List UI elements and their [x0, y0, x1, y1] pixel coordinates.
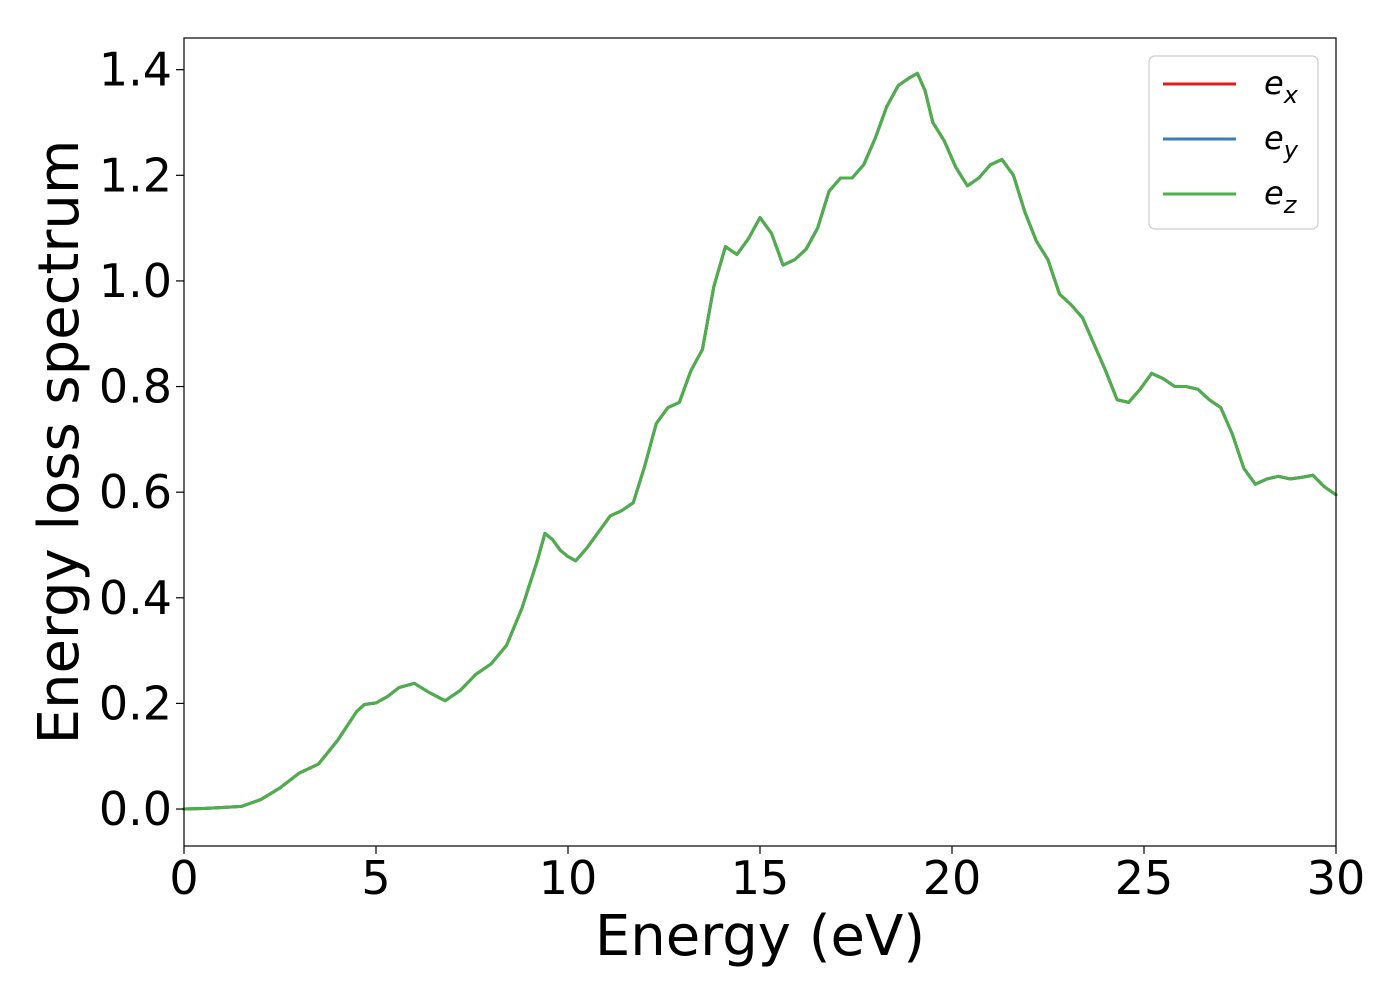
legend-box [1148, 55, 1319, 230]
x-tick-label: 5 [361, 851, 390, 905]
y-axis-label: Energy loss spectrum [27, 140, 92, 745]
y-axis: 0.0 0.2 0.4 0.6 0.8 1.0 1.2 1.4 [99, 43, 184, 836]
x-tick-label: 20 [923, 851, 982, 905]
x-tick-label: 15 [731, 851, 790, 905]
series-line-z [182, 71, 1338, 811]
x-axis: 0 5 10 15 20 25 30 [169, 846, 1365, 905]
x-tick-label: 10 [539, 851, 598, 905]
x-axis-label: Energy (eV) [595, 904, 925, 969]
x-tick-label: 0 [169, 851, 198, 905]
y-tick-label: 1.2 [99, 148, 172, 202]
y-tick-label: 0.2 [99, 676, 172, 730]
y-tick-label: 0.0 [99, 782, 172, 836]
x-tick-label: 30 [1307, 851, 1366, 905]
series-layer [182, 71, 1338, 811]
y-tick-label: 0.4 [99, 571, 172, 625]
y-tick-label: 1.0 [99, 254, 172, 308]
y-tick-label: 1.4 [99, 43, 172, 97]
y-tick-label: 0.6 [99, 465, 172, 519]
x-tick-label: 25 [1115, 851, 1174, 905]
y-tick-label: 0.8 [99, 360, 172, 414]
